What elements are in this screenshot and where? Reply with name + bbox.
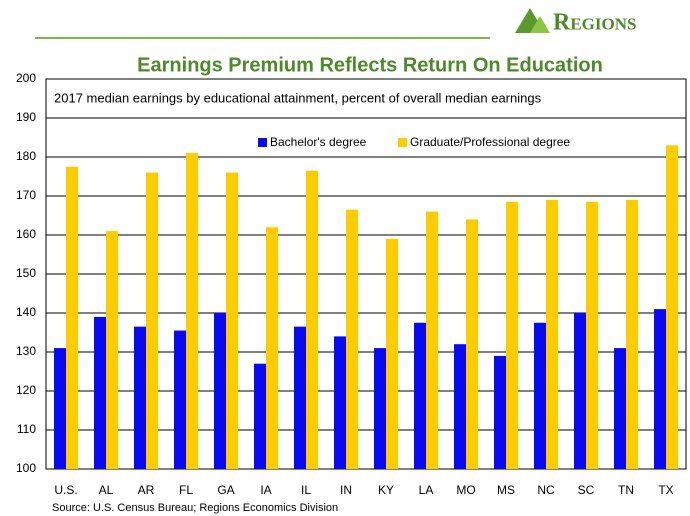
bar (294, 326, 306, 469)
x-tick-label: KY (378, 483, 394, 497)
x-tick-label: FL (179, 483, 193, 497)
x-tick-label: IN (340, 483, 352, 497)
y-tick-label: 120 (16, 383, 36, 397)
y-tick-label: 130 (16, 344, 36, 358)
legend-swatch (258, 138, 267, 147)
bar (146, 172, 158, 469)
bar (306, 170, 318, 469)
x-tick-label: AL (99, 483, 114, 497)
chart-subtitle: 2017 median earnings by educational atta… (54, 90, 542, 105)
y-tick-label: 160 (16, 227, 36, 241)
x-tick-label: SC (578, 483, 595, 497)
bar (506, 201, 518, 469)
bar (66, 166, 78, 469)
legend-swatch (398, 138, 407, 147)
y-tick-label: 200 (16, 71, 36, 85)
bar (414, 322, 426, 469)
bar (266, 227, 278, 469)
y-tick-label: 100 (16, 461, 36, 475)
bar (54, 348, 66, 469)
x-tick-label: NC (537, 483, 555, 497)
x-tick-label: IA (260, 483, 271, 497)
logo-mark (530, 16, 550, 33)
x-tick-label: GA (217, 483, 234, 497)
logo-text: Regions (553, 10, 636, 36)
bar (454, 344, 466, 469)
bar (214, 313, 226, 469)
legend-label: Graduate/Professional degree (410, 135, 570, 149)
bar (494, 355, 506, 469)
bar (546, 199, 558, 469)
bar (466, 219, 478, 469)
bar (94, 316, 106, 469)
plot-border (45, 78, 687, 470)
chart-title: Earnings Premium Reflects Return On Educ… (137, 54, 603, 76)
bar (654, 309, 666, 469)
x-tick-label: U.S. (54, 483, 77, 497)
y-tick-label: 150 (16, 266, 36, 280)
bar (134, 326, 146, 469)
bar (186, 153, 198, 469)
bar (174, 330, 186, 469)
bar (574, 313, 586, 469)
x-tick-label: TN (618, 483, 634, 497)
y-tick-label: 190 (16, 110, 36, 124)
bar (386, 238, 398, 469)
x-tick-label: IL (301, 483, 311, 497)
bar (426, 211, 438, 469)
bar (106, 231, 118, 469)
y-tick-label: 180 (16, 149, 36, 163)
source: Source: U.S. Census Bureau; Regions Econ… (52, 502, 338, 514)
bar (534, 322, 546, 469)
bar (374, 348, 386, 469)
bar (614, 348, 626, 469)
x-tick-label: TX (658, 483, 673, 497)
y-tick-label: 110 (17, 422, 36, 436)
bar (226, 172, 238, 469)
x-tick-label: MO (456, 483, 475, 497)
x-tick-label: AR (138, 483, 155, 497)
legend-label: Bachelor's degree (270, 135, 367, 149)
y-tick-label: 170 (16, 188, 36, 202)
bar (586, 201, 598, 469)
bar (666, 145, 678, 470)
x-tick-label: LA (419, 483, 434, 497)
y-tick-label: 140 (16, 305, 36, 319)
bar (254, 363, 266, 469)
bar (346, 209, 358, 469)
x-tick-label: MS (497, 483, 515, 497)
bar (626, 199, 638, 469)
bar (334, 336, 346, 469)
